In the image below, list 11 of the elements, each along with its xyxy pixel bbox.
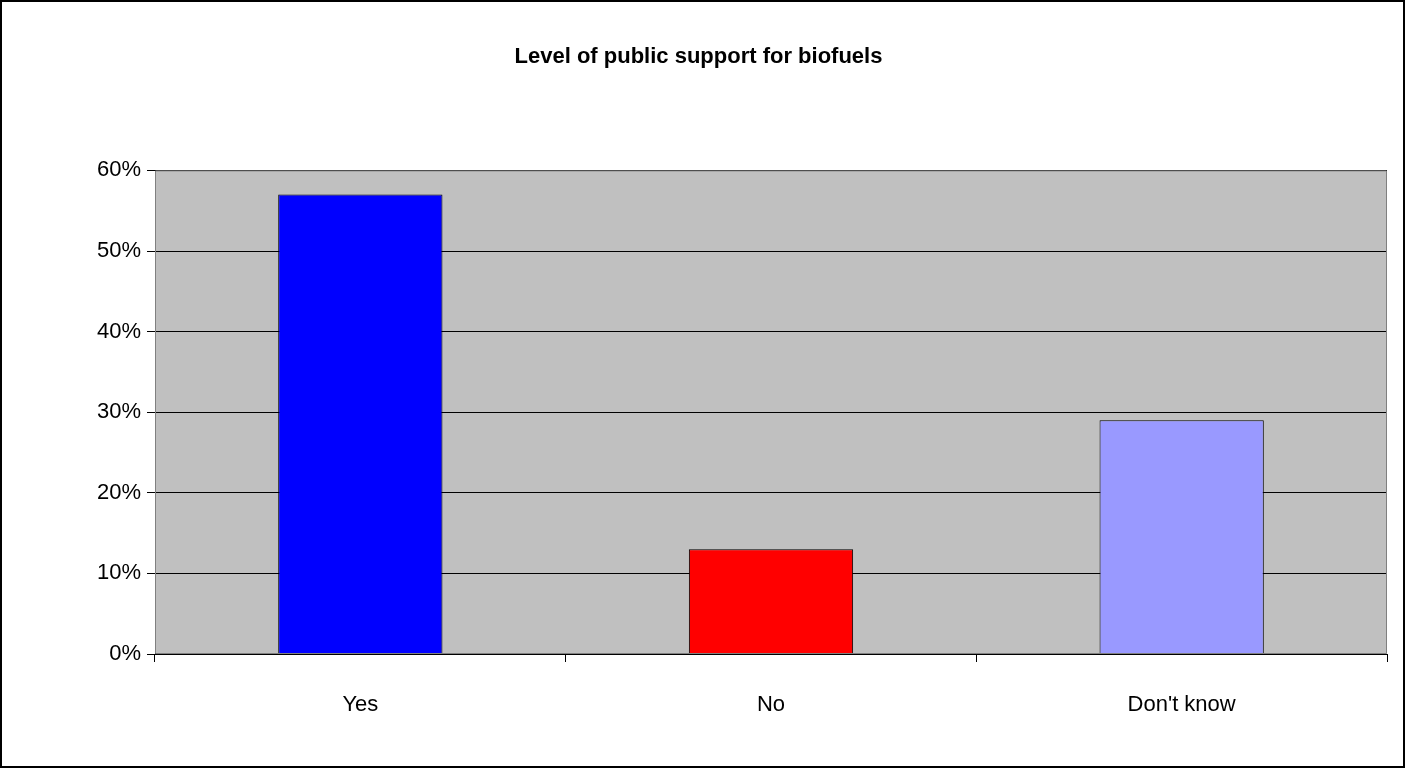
y-tick-label: 50% bbox=[96, 237, 141, 263]
y-tick-label: 60% bbox=[96, 156, 141, 182]
y-tick-label: 0% bbox=[109, 640, 141, 666]
y-tick-label: 40% bbox=[96, 317, 141, 343]
x-tick-label: No bbox=[756, 691, 786, 717]
y-tick-label: 20% bbox=[96, 478, 141, 504]
x-tick-label: Don't know bbox=[1127, 691, 1236, 717]
y-tick-label: 10% bbox=[96, 559, 141, 585]
chart-title: Level of public support for biofuels bbox=[514, 43, 883, 69]
x-tick-label: Yes bbox=[342, 691, 379, 717]
y-tick-label: 30% bbox=[96, 398, 141, 424]
